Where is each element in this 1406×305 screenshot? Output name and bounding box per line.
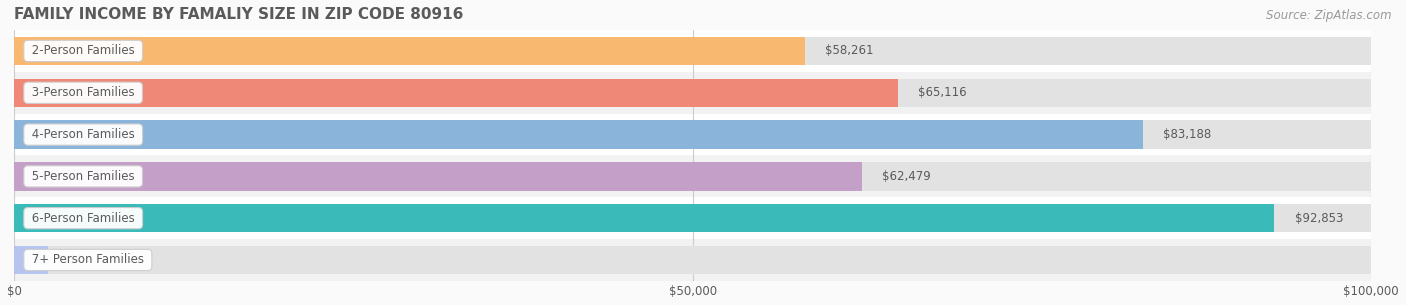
Text: 3-Person Families: 3-Person Families <box>28 86 138 99</box>
Bar <box>14 246 48 274</box>
Text: $0: $0 <box>69 253 83 267</box>
Text: $58,261: $58,261 <box>825 45 873 57</box>
Text: Source: ZipAtlas.com: Source: ZipAtlas.com <box>1267 9 1392 22</box>
Bar <box>14 162 862 191</box>
Text: 4-Person Families: 4-Person Families <box>28 128 138 141</box>
Bar <box>14 120 1371 149</box>
Text: $62,479: $62,479 <box>883 170 931 183</box>
Text: $83,188: $83,188 <box>1164 128 1212 141</box>
Text: 5-Person Families: 5-Person Families <box>28 170 138 183</box>
Bar <box>14 204 1274 232</box>
Text: $92,853: $92,853 <box>1295 212 1343 225</box>
Bar <box>14 239 1371 281</box>
Bar <box>14 72 1371 114</box>
Bar <box>14 197 1371 239</box>
Bar <box>14 120 1143 149</box>
Text: 6-Person Families: 6-Person Families <box>28 212 138 225</box>
Bar <box>14 79 898 107</box>
Bar <box>14 162 1371 191</box>
Text: 2-Person Families: 2-Person Families <box>28 45 138 57</box>
Text: $65,116: $65,116 <box>918 86 967 99</box>
Text: FAMILY INCOME BY FAMALIY SIZE IN ZIP CODE 80916: FAMILY INCOME BY FAMALIY SIZE IN ZIP COD… <box>14 7 464 22</box>
Bar <box>14 79 1371 107</box>
Bar <box>14 37 1371 65</box>
Bar <box>14 114 1371 156</box>
Bar <box>14 246 1371 274</box>
Bar <box>14 156 1371 197</box>
Bar <box>14 204 1371 232</box>
Text: 7+ Person Families: 7+ Person Families <box>28 253 148 267</box>
Bar <box>14 37 804 65</box>
Bar <box>14 30 1371 72</box>
